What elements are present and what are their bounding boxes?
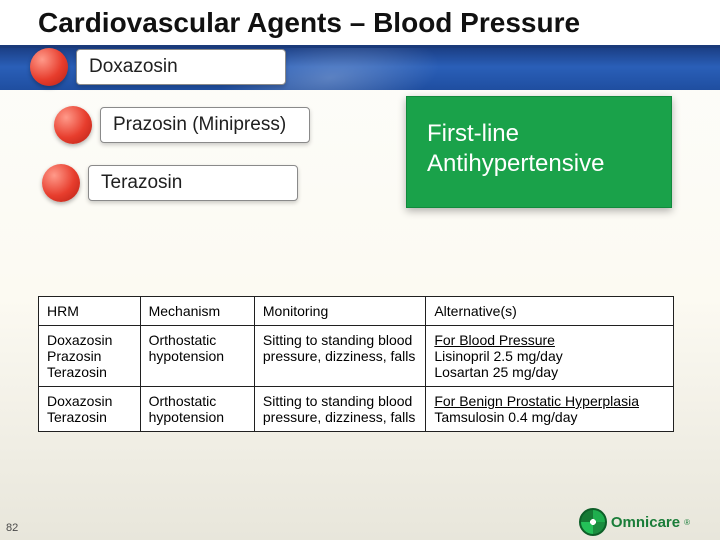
list-item: Doxazosin: [30, 48, 286, 86]
col-header-mechanism: Mechanism: [140, 297, 254, 326]
table-header: HRM Mechanism Monitoring Alternative(s): [39, 297, 674, 326]
data-table-wrap: HRM Mechanism Monitoring Alternative(s) …: [38, 296, 674, 432]
callout-line2: Antihypertensive: [427, 149, 661, 179]
callout-box: First-line Antihypertensive: [406, 96, 672, 208]
pill-label: Doxazosin: [76, 49, 286, 85]
page-number: 82: [6, 522, 18, 534]
cell-mechanism: Orthostatic hypotension: [140, 387, 254, 432]
list-item: Prazosin (Minipress): [54, 106, 310, 144]
alt-heading: For Blood Pressure: [434, 332, 555, 348]
cell-hrm: DoxazosinTerazosin: [39, 387, 141, 432]
pill-label: Prazosin (Minipress): [100, 107, 310, 143]
bullet-icon: [42, 164, 80, 202]
logo-text: Omnicare: [611, 514, 680, 531]
table-row: HRM Mechanism Monitoring Alternative(s): [39, 297, 674, 326]
alt-heading: For Benign Prostatic Hyperplasia: [434, 393, 639, 409]
cell-monitoring: Sitting to standing blood pressure, dizz…: [254, 326, 425, 387]
col-header-monitoring: Monitoring: [254, 297, 425, 326]
brand-logo: Omnicare ®: [579, 508, 690, 536]
cell-alternative: For Blood Pressure Lisinopril 2.5 mg/day…: [426, 326, 674, 387]
bullet-icon: [54, 106, 92, 144]
footer: 82 Omnicare ®: [0, 500, 720, 540]
cell-alternative: For Benign Prostatic Hyperplasia Tamsulo…: [426, 387, 674, 432]
page-title: Cardiovascular Agents – Blood Pressure: [38, 8, 720, 39]
callout-line1: First-line: [427, 119, 661, 149]
cell-mechanism: Orthostatic hypotension: [140, 326, 254, 387]
slide: Cardiovascular Agents – Blood Pressure D…: [0, 0, 720, 540]
data-table: HRM Mechanism Monitoring Alternative(s) …: [38, 296, 674, 432]
table-row: DoxazosinTerazosin Orthostatic hypotensi…: [39, 387, 674, 432]
col-header-hrm: HRM: [39, 297, 141, 326]
table-row: DoxazosinPrazosinTerazosin Orthostatic h…: [39, 326, 674, 387]
col-header-alternative: Alternative(s): [426, 297, 674, 326]
alt-body: Tamsulosin 0.4 mg/day: [434, 409, 577, 425]
title-block: Cardiovascular Agents – Blood Pressure: [0, 0, 720, 48]
registered-icon: ®: [684, 518, 690, 527]
pill-label: Terazosin: [88, 165, 298, 201]
list-item: Terazosin: [42, 164, 298, 202]
cell-monitoring: Sitting to standing blood pressure, dizz…: [254, 387, 425, 432]
bullet-icon: [30, 48, 68, 86]
alt-body: Lisinopril 2.5 mg/dayLosartan 25 mg/day: [434, 348, 562, 380]
cell-hrm: DoxazosinPrazosinTerazosin: [39, 326, 141, 387]
logo-icon: [579, 508, 607, 536]
